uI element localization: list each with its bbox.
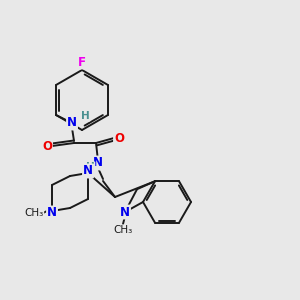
- Text: N: N: [47, 206, 57, 220]
- Text: F: F: [78, 56, 86, 68]
- Text: O: O: [42, 140, 52, 152]
- Text: N: N: [83, 164, 93, 178]
- Text: N: N: [93, 157, 103, 169]
- Text: H: H: [81, 111, 90, 121]
- Text: H: H: [86, 162, 95, 172]
- Text: N: N: [120, 206, 130, 218]
- Text: CH₃: CH₃: [113, 225, 133, 235]
- Text: N: N: [67, 116, 77, 130]
- Text: CH₃: CH₃: [24, 208, 44, 218]
- Text: O: O: [114, 131, 124, 145]
